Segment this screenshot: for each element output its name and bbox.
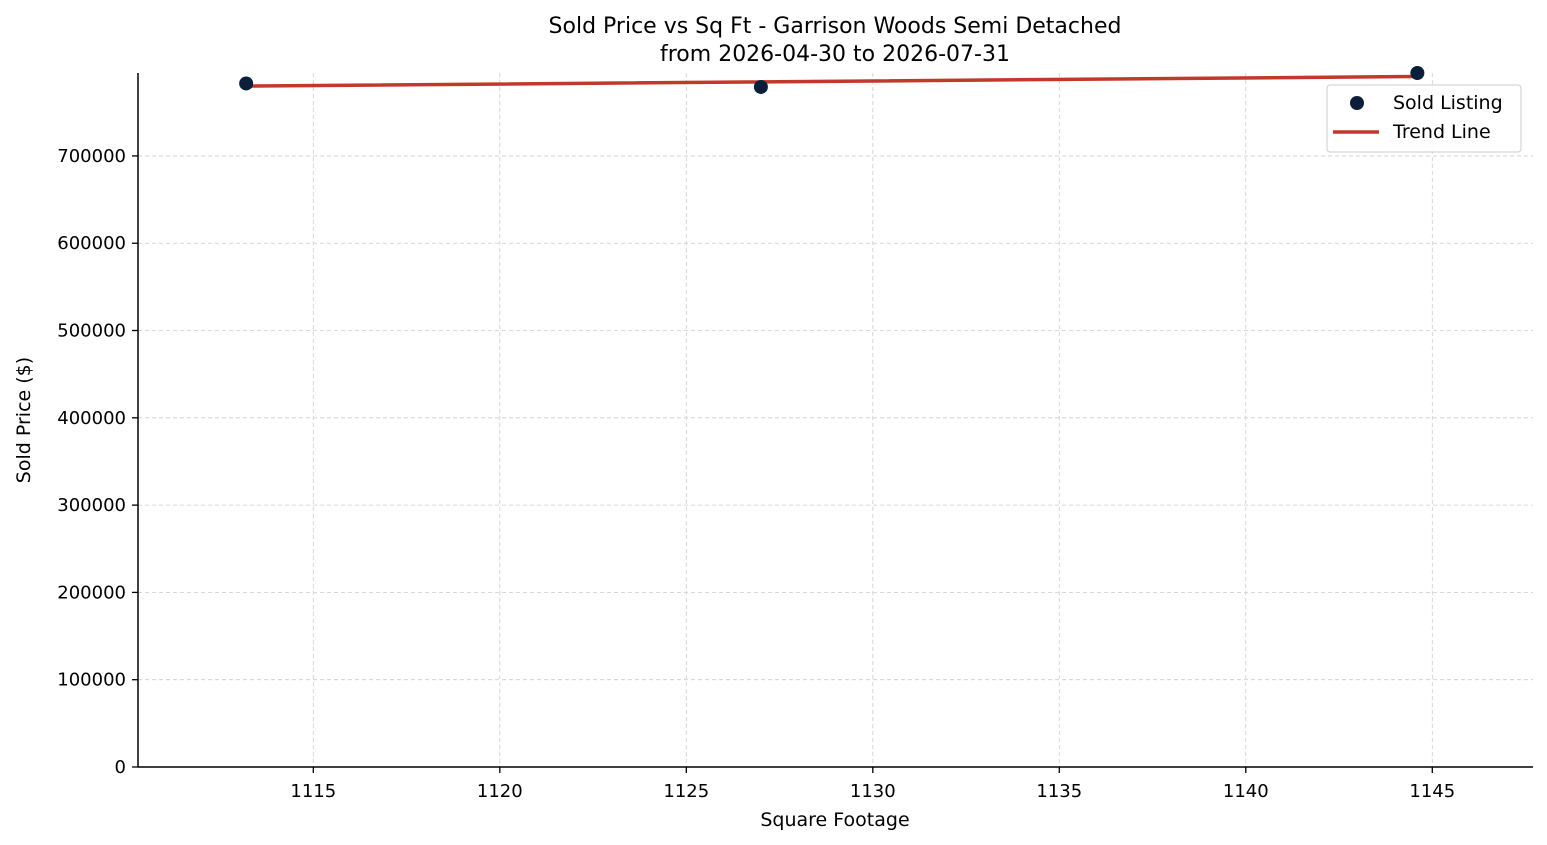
y-tick-labels: 0 100000 200000 300000 400000 500000 600000 700… [57,146,138,778]
data-point [239,76,254,91]
y-tick-label: 100000 [57,670,126,691]
data-points [239,66,1425,94]
x-tick-label: 1145 [1409,781,1455,802]
x-tick-label: 1120 [477,781,523,802]
chart-title: Sold Price vs Sq Ft - Garrison Woods Sem… [549,14,1122,39]
axes [137,73,1533,768]
y-tick-label: 0 [115,757,126,778]
legend: Sold Listing Trend Line [1326,84,1522,153]
y-axis-label: Sold Price ($) [13,357,35,483]
data-point [753,79,768,94]
chart-subtitle: from 2026-04-30 to 2026-07-31 [660,42,1010,67]
y-tick-label: 600000 [57,233,126,254]
x-tick-labels: 1115 1120 1125 1130 1135 1140 1145 [290,767,1455,802]
x-tick-label: 1140 [1223,781,1269,802]
x-tick-label: 1125 [663,781,709,802]
legend-marker-sold-listing [1350,96,1364,110]
trend-line [244,74,1420,88]
y-tick-label: 300000 [57,495,126,516]
grid-lines [138,73,1533,767]
y-tick-label: 500000 [57,321,126,342]
x-axis-label: Square Footage [760,809,909,831]
legend-box [1326,84,1522,153]
legend-label-trend-line: Trend Line [1392,121,1491,143]
y-tick-label: 700000 [57,146,126,167]
legend-label-sold-listing: Sold Listing [1393,92,1503,114]
x-tick-label: 1135 [1036,781,1082,802]
y-tick-label: 200000 [57,582,126,603]
y-tick-label: 400000 [57,408,126,429]
trend-line-layer [244,74,1420,88]
x-tick-label: 1130 [850,781,896,802]
x-tick-label: 1115 [290,781,336,802]
data-point [1410,66,1425,80]
